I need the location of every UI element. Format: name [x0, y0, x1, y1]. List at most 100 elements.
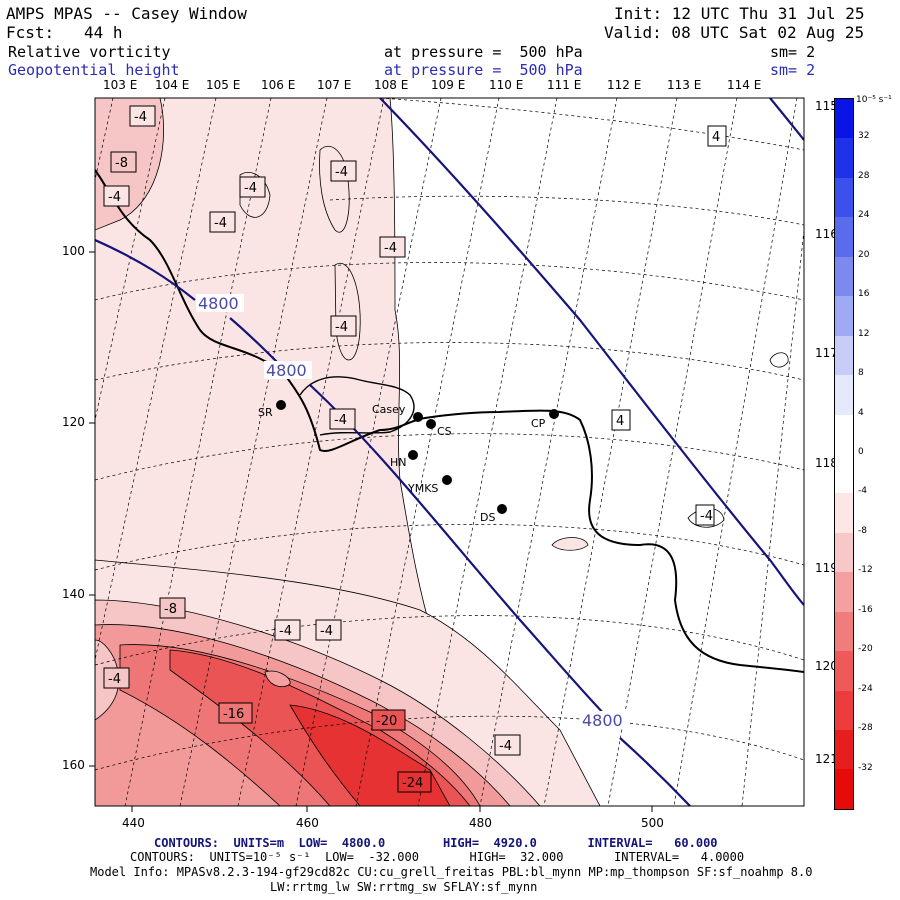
colorbar-segment	[835, 296, 853, 336]
colorbar-unit: 10⁻⁵ s⁻¹	[856, 95, 892, 105]
lon-label: 105 E	[206, 78, 241, 92]
vorticity-label: 4	[712, 130, 720, 145]
height-label: 4800	[266, 361, 307, 380]
station-label: DS	[480, 511, 495, 524]
colorbar-label: -16	[858, 604, 873, 615]
height-contour-info: CONTOURS: UNITS=m LOW= 4800.0 HIGH= 4920…	[154, 836, 718, 850]
station-label: HN	[390, 456, 407, 469]
model-info-physics: LW:rrtmg_lw SW:rrtmg_sw SFLAY:sf_mynn	[270, 880, 538, 894]
map-title: AMPS MPAS -- Casey Window	[6, 4, 247, 23]
height-label: 4800	[198, 294, 239, 313]
station-marker[interactable]	[442, 475, 452, 485]
y-tick-label: 160	[62, 758, 85, 772]
colorbar-label: 32	[858, 131, 870, 142]
station-marker[interactable]	[426, 419, 436, 429]
vorticity-label: -4	[244, 181, 257, 196]
station-labels: SR Casey CS HN YMKS CP DS	[258, 403, 546, 524]
lon-label: 109 E	[431, 78, 466, 92]
lon-label: 110 E	[489, 78, 524, 92]
stations	[276, 400, 559, 514]
vorticity-label: -4	[335, 320, 348, 335]
lon-label: 106 E	[261, 78, 296, 92]
station-marker[interactable]	[276, 400, 286, 410]
init-time: Init: 12 UTC Thu 31 Jul 25	[614, 4, 865, 23]
colorbar-label: 8	[858, 368, 864, 379]
vorticity-cell	[319, 145, 350, 233]
vorticity-cell	[551, 537, 589, 551]
colorbar-segment	[835, 177, 853, 218]
vorticity-label: -24	[402, 776, 423, 791]
field2-level: at pressure = 500 hPa	[384, 61, 583, 79]
height-contours	[95, 98, 804, 806]
colorbar-segment	[835, 769, 853, 809]
colorbar-segment	[835, 690, 853, 730]
vorticity-label: -4	[700, 509, 713, 524]
vorticity-cell	[334, 262, 361, 361]
colorbar-label: -32	[858, 762, 873, 773]
vorticity-labels: -4 -8 -4 -4 -4 -4 -4 -4 -4 -8 -4 -4 -4	[103, 105, 727, 793]
forecast-hour: 44 h	[84, 23, 123, 42]
colorbar-segment	[835, 611, 853, 652]
colorbar-label: -8	[858, 525, 867, 536]
field2-smooth: sm= 2	[770, 61, 816, 79]
colorbar-segment	[835, 217, 853, 257]
lon-label: 112 E	[607, 78, 642, 92]
colorbar-label: -24	[858, 683, 873, 694]
colorbar-label: 24	[858, 210, 870, 221]
lon-label: 114 E	[727, 78, 762, 92]
lon-label: 108 E	[374, 78, 409, 92]
vorticity-label: -20	[376, 714, 397, 729]
meridian-lines	[95, 98, 804, 806]
lon-label: 103 E	[103, 78, 138, 92]
lon-label: 113 E	[667, 78, 702, 92]
lon-label: 104 E	[155, 78, 190, 92]
lon-label: 107 E	[317, 78, 352, 92]
colorbar-label: -4	[858, 486, 867, 497]
model-info: Model Info: MPASv8.2.3-194-gf29cd82c CU:…	[90, 865, 813, 879]
colorbar	[834, 98, 854, 810]
colorbar-label: 20	[858, 249, 870, 260]
coastline	[95, 169, 804, 673]
vorticity-label: 4	[616, 414, 624, 429]
station-label: YMKS	[407, 482, 438, 495]
colorbar-label: 4	[858, 407, 864, 418]
vorticity-label: -4	[214, 216, 227, 231]
station-marker[interactable]	[408, 450, 418, 460]
valid-time: Valid: 08 UTC Sat 02 Aug 25	[604, 23, 865, 42]
parallel-lines	[95, 98, 804, 771]
station-label: CP	[531, 417, 546, 430]
x-tick-label: 440	[122, 816, 145, 830]
colorbar-segment	[835, 414, 853, 454]
vorticity-label: -4	[499, 739, 512, 754]
y-tick-label: 140	[62, 587, 85, 601]
vorticity-cell	[239, 171, 271, 218]
vorticity-label: -16	[223, 707, 244, 722]
field2-name: Geopotential height	[8, 61, 180, 79]
y-tick-label: 100	[62, 244, 85, 258]
map-frame	[94, 97, 805, 807]
colorbar-label: -20	[858, 644, 873, 655]
vorticity-label: -4	[320, 624, 333, 639]
coastline	[299, 376, 415, 436]
vorticity-label: -8	[164, 602, 177, 617]
field1-name: Relative vorticity	[8, 43, 171, 61]
colorbar-segment	[835, 532, 853, 573]
vorticity-label: -4	[279, 624, 292, 639]
colorbar-segment	[835, 572, 853, 612]
colorbar-label: -12	[858, 565, 873, 576]
x-tick-label: 500	[641, 816, 664, 830]
station-label: Casey	[372, 403, 406, 416]
lon-label: 111 E	[547, 78, 582, 92]
vorticity-label: -4	[108, 672, 121, 687]
station-marker[interactable]	[497, 504, 507, 514]
forecast-label: Fcst:	[6, 23, 55, 42]
station-marker[interactable]	[549, 409, 559, 419]
height-label: 4800	[582, 711, 623, 730]
colorbar-label: 16	[858, 289, 870, 300]
vorticity-label: -4	[108, 190, 121, 205]
y-tick-label: 120	[62, 415, 85, 429]
x-tick-label: 460	[296, 816, 319, 830]
station-marker[interactable]	[413, 412, 423, 422]
colorbar-segment	[835, 453, 853, 494]
